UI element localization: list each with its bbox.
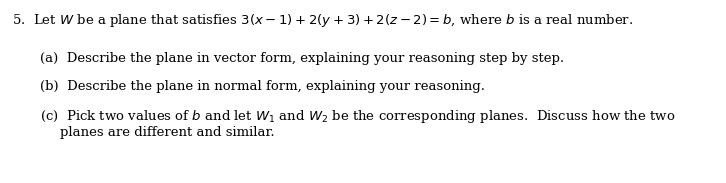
- Text: planes are different and similar.: planes are different and similar.: [60, 126, 274, 139]
- Text: (a)  Describe the plane in vector form, explaining your reasoning step by step.: (a) Describe the plane in vector form, e…: [40, 52, 564, 65]
- Text: (c)  Pick two values of $b$ and let $W_1$ and $W_2$ be the corresponding planes.: (c) Pick two values of $b$ and let $W_1$…: [40, 108, 675, 125]
- Text: (b)  Describe the plane in normal form, explaining your reasoning.: (b) Describe the plane in normal form, e…: [40, 80, 485, 93]
- Text: 5.  Let $W$ be a plane that satisfies $3(x-1)+2(y+3)+2(z-2)=b$, where $b$ is a r: 5. Let $W$ be a plane that satisfies $3(…: [12, 12, 633, 29]
